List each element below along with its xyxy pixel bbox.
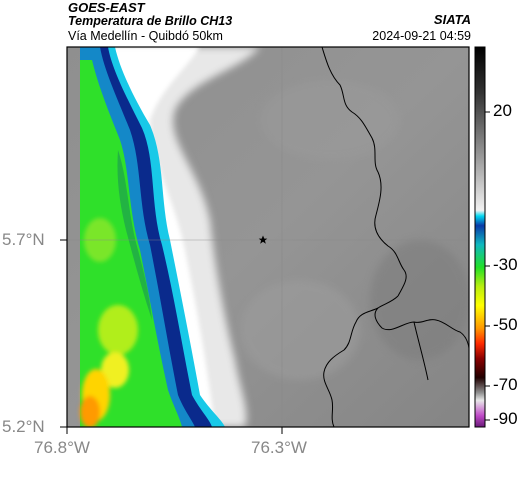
colorbar-label-20: 20 <box>493 101 512 120</box>
colorbar-label-minus-50: -50 <box>493 315 518 334</box>
lat-label-5-7: 5.7°N <box>2 230 45 249</box>
brightness-temperature-image <box>67 47 469 427</box>
lat-label-5-2: 5.2°N <box>2 417 45 436</box>
map-frame <box>66 46 470 428</box>
admin-boundaries <box>321 47 469 427</box>
colorbar-label-minus-30: -30 <box>493 255 518 274</box>
lon-label-76-8: 76.8°W <box>34 438 90 457</box>
organization-label: SIATA <box>433 12 471 27</box>
region-subtitle: Vía Medellín - Quibdó 50km <box>68 29 223 43</box>
colorbar <box>474 46 490 428</box>
product-title: Temperatura de Brillo CH13 <box>68 14 233 28</box>
satellite-title: GOES-EAST <box>68 0 145 15</box>
lon-label-76-3: 76.3°W <box>251 438 307 457</box>
timestamp-label: 2024-09-21 04:59 <box>372 29 471 43</box>
star-icon <box>258 235 268 244</box>
colorbar-label-minus-70: -70 <box>493 375 518 394</box>
colorbar-label-minus-90: -90 <box>493 409 518 428</box>
